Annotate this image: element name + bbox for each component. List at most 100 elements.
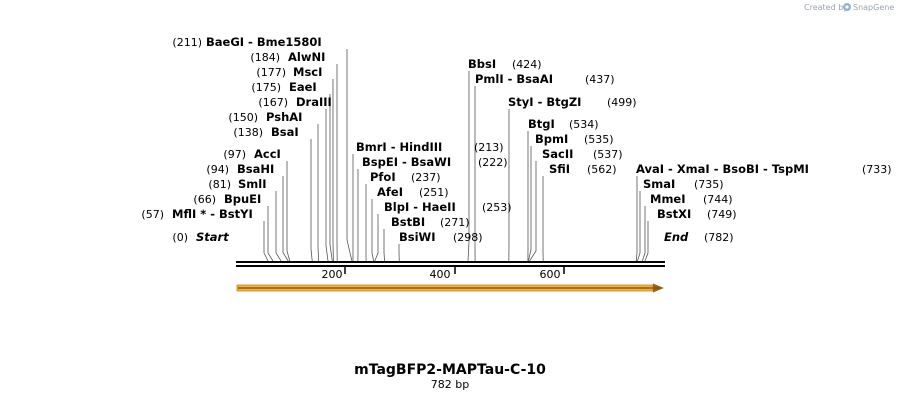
enzyme-name[interactable]: Bme1580I [257, 35, 322, 49]
enzyme-name[interactable]: BsaWI [411, 155, 451, 169]
site-label[interactable]: (138) BsaI [233, 125, 298, 139]
feature-arrow[interactable] [236, 283, 664, 293]
site-label[interactable]: (562) SfiI [549, 162, 617, 176]
enzyme-names[interactable]: SfiI [549, 162, 570, 176]
site-label[interactable]: (749) BstXI [657, 207, 737, 221]
site-label[interactable]: (184) AlwNI [250, 50, 325, 64]
enzyme-name[interactable]: BsiWI [399, 230, 436, 244]
site-label[interactable]: (150) PshAI [228, 110, 302, 124]
enzyme-name[interactable]: TspMI [772, 162, 809, 176]
enzyme-names[interactable]: BstBI [391, 215, 425, 229]
enzyme-names[interactable]: SacII [542, 147, 573, 161]
enzyme-name[interactable]: EaeI [289, 80, 317, 94]
enzyme-name[interactable]: BpmI [535, 132, 568, 146]
enzyme-names[interactable]: PfoI [370, 170, 396, 184]
enzyme-names[interactable]: BpuEI [224, 192, 261, 206]
site-label[interactable]: (97) AccI [223, 147, 280, 161]
enzyme-name[interactable]: BspEI [362, 155, 398, 169]
site-label[interactable]: (424) BbsI [468, 57, 542, 71]
site-label[interactable]: (744) MmeI [650, 192, 733, 206]
enzyme-name[interactable]: PmlI [475, 72, 504, 86]
enzyme-names[interactable]: BpmI [535, 132, 568, 146]
enzyme-name[interactable]: BsaAI [516, 72, 553, 86]
enzyme-name[interactable]: BtgI [528, 117, 555, 131]
enzyme-name[interactable]: XmaI [677, 162, 710, 176]
site-label[interactable]: (57) MflI * - BstYI [141, 207, 252, 221]
enzyme-name[interactable]: SfiI [549, 162, 570, 176]
enzyme-names[interactable]: EaeI [289, 80, 317, 94]
enzyme-name[interactable]: BpuEI [224, 192, 261, 206]
site-label[interactable]: (66) BpuEI [193, 192, 261, 206]
enzyme-names[interactable]: AlwNI [288, 50, 325, 64]
enzyme-names[interactable]: MmeI [650, 192, 686, 206]
enzyme-name[interactable]: HindIII [399, 140, 442, 154]
enzyme-name[interactable]: BstYI [219, 207, 253, 221]
enzyme-names[interactable]: BaeGI - Bme1580I [206, 35, 322, 49]
enzyme-name[interactable]: BmrI [356, 140, 387, 154]
site-label[interactable]: (211) BaeGI - Bme1580I [172, 35, 321, 49]
site-label[interactable]: (167) DraIII [258, 95, 331, 109]
site-label[interactable]: (81) SmlI [208, 177, 266, 191]
enzyme-names[interactable]: SmaI [643, 177, 675, 191]
enzyme-name[interactable]: DraIII [296, 95, 332, 109]
site-label[interactable]: (271) BstBI [391, 215, 470, 229]
enzyme-names[interactable]: BstXI [657, 207, 691, 221]
site-label[interactable]: (237) PfoI [370, 170, 441, 184]
site-label[interactable]: (177) MscI [256, 65, 322, 79]
enzyme-names[interactable]: AfeI [377, 185, 403, 199]
enzyme-name[interactable]: BstBI [391, 215, 425, 229]
enzyme-name[interactable]: MscI [293, 65, 322, 79]
enzyme-name[interactable]: BsaHI [237, 162, 274, 176]
enzyme-names[interactable]: BsaHI [237, 162, 274, 176]
enzyme-name[interactable]: PshAI [266, 110, 302, 124]
site-label[interactable]: (535) BpmI [535, 132, 614, 146]
enzyme-name[interactable]: BbsI [468, 57, 496, 71]
site-label[interactable]: (94) BsaHI [206, 162, 274, 176]
site-label[interactable]: (251) AfeI [377, 185, 449, 199]
site-label[interactable]: (534) BtgI [528, 117, 599, 131]
enzyme-names[interactable]: BlpI - HaeII [384, 200, 456, 214]
site-label[interactable]: (175) EaeI [251, 80, 316, 94]
enzyme-names[interactable]: BmrI - HindIII [356, 140, 442, 154]
enzyme-name[interactable]: BtgZI [546, 95, 581, 109]
enzyme-names[interactable]: AvaI - XmaI - BsoBI - TspMI [636, 162, 809, 176]
enzyme-name[interactable]: BaeGI [206, 35, 244, 49]
site-label[interactable]: (222) BspEI - BsaWI [362, 155, 508, 169]
enzyme-names[interactable]: StyI - BtgZI [508, 95, 581, 109]
enzyme-name[interactable]: SacII [542, 147, 573, 161]
enzyme-names[interactable]: BtgI [528, 117, 555, 131]
site-label[interactable]: (298) BsiWI [399, 230, 483, 244]
enzyme-name[interactable]: StyI [508, 95, 534, 109]
enzyme-name[interactable]: PfoI [370, 170, 396, 184]
enzyme-name[interactable]: BlpI [384, 200, 409, 214]
enzyme-name[interactable]: HaeII [422, 200, 456, 214]
enzyme-names[interactable]: MscI [293, 65, 322, 79]
enzyme-names[interactable]: DraIII [296, 95, 332, 109]
enzyme-name[interactable]: BsoBI [722, 162, 759, 176]
site-label[interactable]: (735) SmaI [643, 177, 724, 191]
site-label[interactable]: (213) BmrI - HindIII [356, 140, 504, 154]
enzyme-names[interactable]: BbsI [468, 57, 496, 71]
enzyme-names[interactable]: PmlI - BsaAI [475, 72, 553, 86]
enzyme-name[interactable]: MflI * [172, 207, 206, 221]
enzyme-name[interactable]: BstXI [657, 207, 691, 221]
enzyme-name[interactable]: SmaI [643, 177, 675, 191]
enzyme-names[interactable]: MflI * - BstYI [172, 207, 253, 221]
enzyme-names[interactable]: BsiWI [399, 230, 436, 244]
enzyme-names[interactable]: BsaI [271, 125, 299, 139]
enzyme-name[interactable]: MmeI [650, 192, 686, 206]
enzyme-names[interactable]: PshAI [266, 110, 302, 124]
enzyme-names[interactable]: BspEI - BsaWI [362, 155, 451, 169]
enzyme-name[interactable]: AfeI [377, 185, 403, 199]
enzyme-name[interactable]: AvaI [636, 162, 664, 176]
enzyme-name[interactable]: SmlI [238, 177, 267, 191]
site-label[interactable]: (437) PmlI - BsaAI [475, 72, 615, 86]
enzyme-name[interactable]: AccI [254, 147, 281, 161]
enzyme-name[interactable]: AlwNI [288, 50, 325, 64]
site-label[interactable]: (537) SacII [542, 147, 623, 161]
site-label[interactable]: (733) AvaI - XmaI - BsoBI - TspMI [636, 162, 892, 176]
site-label[interactable]: (499) StyI - BtgZI [508, 95, 637, 109]
enzyme-name[interactable]: BsaI [271, 125, 299, 139]
enzyme-names[interactable]: SmlI [238, 177, 267, 191]
site-label[interactable]: (253) BlpI - HaeII [384, 200, 512, 214]
